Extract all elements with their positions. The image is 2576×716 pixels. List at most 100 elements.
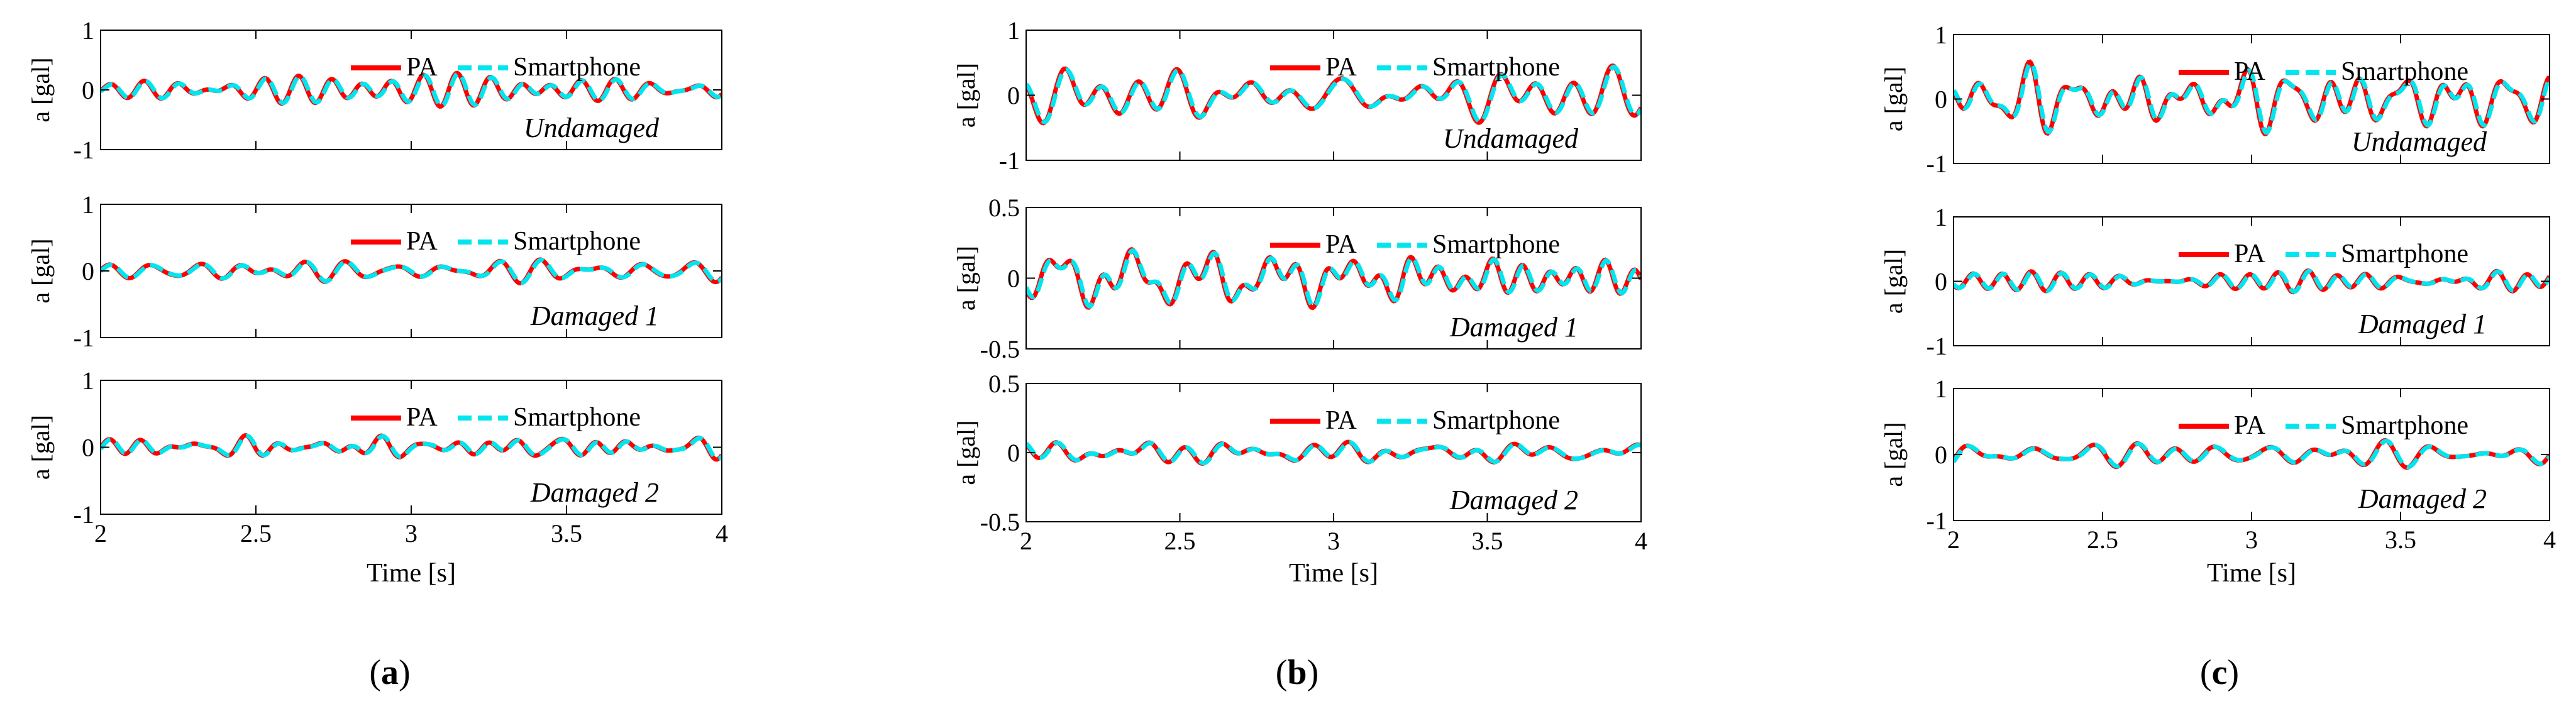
legend-pa-label: PA <box>406 227 438 256</box>
y-tick-label: 0 <box>1935 268 1947 296</box>
y-tick-label: -1 <box>74 500 94 529</box>
x-tick-label: 2.5 <box>2087 526 2118 554</box>
caption-open-paren: ( <box>2200 653 2212 692</box>
y-tick-label: -1 <box>1926 332 1947 360</box>
series-pa-line <box>1954 438 2550 470</box>
panel-title: Damaged 1 <box>1449 312 1578 343</box>
panel-damaged-1: -1 0 1 a [gal] PA Smartphone Damaged 1 <box>26 190 722 352</box>
legend-pa-label: PA <box>2234 57 2266 86</box>
x-tick-label: 3 <box>1327 527 1340 555</box>
panel-damaged-2: -1 0 1 2 2.5 3 3.5 4 a [gal] PA Smartphone Damaged … <box>26 366 728 548</box>
y-axis-label: a [gal] <box>26 57 55 122</box>
legend-pa-label: PA <box>2234 411 2266 440</box>
y-tick-label: 1 <box>1007 16 1020 45</box>
chart-a: -1 0 1 a [gal] PA Smartphone Undamaged -1 0 1 a [g… <box>26 16 728 692</box>
caption-close-paren: ) <box>399 653 411 692</box>
x-tick-label: 2.5 <box>240 519 272 548</box>
panel-title: Undamaged <box>1443 123 1579 154</box>
legend-pa-label: PA <box>1325 406 1357 435</box>
legend-smartphone-label: Smartphone <box>1432 406 1560 435</box>
y-axis-label: a [gal] <box>26 238 55 303</box>
legend-pa-label: PA <box>406 403 438 432</box>
x-tick-label: 3.5 <box>551 519 582 548</box>
x-tick-label: 3.5 <box>1472 527 1503 555</box>
x-tick-label: 3.5 <box>2385 526 2416 554</box>
y-tick-label: -1 <box>74 324 94 352</box>
panel-undamaged: -1 0 1 a [gal] PA Smartphone Undamaged <box>26 16 722 164</box>
y-axis-label: a [gal] <box>1879 67 1908 131</box>
y-tick-label: -1 <box>74 136 94 164</box>
caption-close-paren: ) <box>1307 653 1319 692</box>
x-tick-label: 2 <box>94 519 107 548</box>
panel-title: Damaged 1 <box>2358 309 2487 339</box>
caption-open-paren: ( <box>1276 653 1288 692</box>
x-axis-label: Time [s] <box>2207 559 2296 588</box>
y-axis-label: a [gal] <box>952 420 980 485</box>
caption-close-paren: ) <box>2227 653 2239 692</box>
y-axis-label: a [gal] <box>952 246 980 311</box>
y-tick-label: 1 <box>1935 203 1947 231</box>
series-pa-line <box>1954 268 2550 295</box>
x-tick-label: 2.5 <box>1164 527 1196 555</box>
panel-damaged-2: -0.5 0 0.5 2 2.5 3 3.5 4 a [gal] PA Smartphone Dama… <box>952 370 1647 555</box>
series-smartphone-line <box>101 258 722 285</box>
legend-smartphone-label: Smartphone <box>1432 230 1560 259</box>
caption-letter: c <box>2212 653 2228 692</box>
x-axis-label: Time [s] <box>1289 559 1378 588</box>
x-tick-label: 3 <box>405 519 417 548</box>
chart-c: -1 0 1 a [gal] PA Smartphone Undamaged -1 0 1 a [g… <box>1879 21 2556 692</box>
series-smartphone-line <box>101 71 722 108</box>
figure-caption: (c) <box>2200 653 2239 692</box>
panel-damaged-1: -0.5 0 0.5 a [gal] PA Smartphone Damaged 1 <box>952 194 1642 363</box>
series-smartphone-line <box>1954 268 2550 294</box>
panel-title: Undamaged <box>2352 126 2487 157</box>
y-tick-label: -1 <box>999 146 1020 175</box>
legend-smartphone-label: Smartphone <box>2341 240 2468 268</box>
y-tick-label: 0 <box>1935 85 1947 114</box>
caption-open-paren: ( <box>369 653 381 692</box>
y-tick-label: 0 <box>82 434 94 462</box>
series-smartphone-line <box>1026 64 1641 124</box>
panel-damaged-1: -1 0 1 a [gal] PA Smartphone Damaged 1 <box>1879 203 2550 360</box>
y-tick-label: 0 <box>1007 265 1020 293</box>
y-axis-label: a [gal] <box>952 63 980 128</box>
y-tick-label: 1 <box>82 16 94 45</box>
panel-title: Damaged 2 <box>2358 483 2487 514</box>
y-axis-label: a [gal] <box>1879 249 1908 314</box>
y-tick-label: 1 <box>82 190 94 219</box>
y-tick-label: -0.5 <box>980 508 1020 536</box>
series-smartphone-line <box>101 433 722 461</box>
panel-title: Damaged 2 <box>530 477 659 508</box>
x-tick-label: 4 <box>716 519 728 548</box>
series-smartphone-line <box>1026 248 1641 309</box>
y-tick-label: -1 <box>1926 150 1947 178</box>
y-tick-label: 0 <box>1935 441 1947 469</box>
y-tick-label: 0.5 <box>988 194 1020 222</box>
figure-caption: (b) <box>1276 653 1318 692</box>
panel-undamaged: -1 0 1 a [gal] PA Smartphone Undamaged <box>952 16 1642 175</box>
caption-letter: a <box>381 653 399 692</box>
legend-pa-label: PA <box>2234 240 2266 268</box>
legend-pa-label: PA <box>1325 53 1357 82</box>
y-tick-label: 1 <box>82 366 94 395</box>
series-pa-line <box>1026 439 1641 466</box>
caption-letter: b <box>1287 653 1307 692</box>
y-axis-label: a [gal] <box>1879 422 1908 487</box>
y-tick-label: 0 <box>1007 82 1020 110</box>
legend-pa-label: PA <box>406 53 438 82</box>
x-tick-label: 3 <box>2245 526 2258 554</box>
panel-damaged-2: -1 0 1 2 2.5 3 3.5 4 a [gal] PA Smartphone Damaged … <box>1879 375 2556 554</box>
legend-pa-label: PA <box>1325 230 1357 259</box>
legend-smartphone-label: Smartphone <box>513 403 641 432</box>
figure-caption: (a) <box>369 653 410 692</box>
series-smartphone-line <box>1026 440 1641 466</box>
y-tick-label: 1 <box>1935 21 1947 49</box>
panel-title: Undamaged <box>524 113 660 143</box>
y-tick-label: 0.5 <box>988 370 1020 398</box>
legend-smartphone-label: Smartphone <box>513 227 641 256</box>
panel-title: Damaged 2 <box>1449 485 1578 515</box>
x-tick-label: 4 <box>1635 527 1647 555</box>
legend-smartphone-label: Smartphone <box>1432 53 1560 82</box>
panel-undamaged: -1 0 1 a [gal] PA Smartphone Undamaged <box>1879 21 2550 178</box>
